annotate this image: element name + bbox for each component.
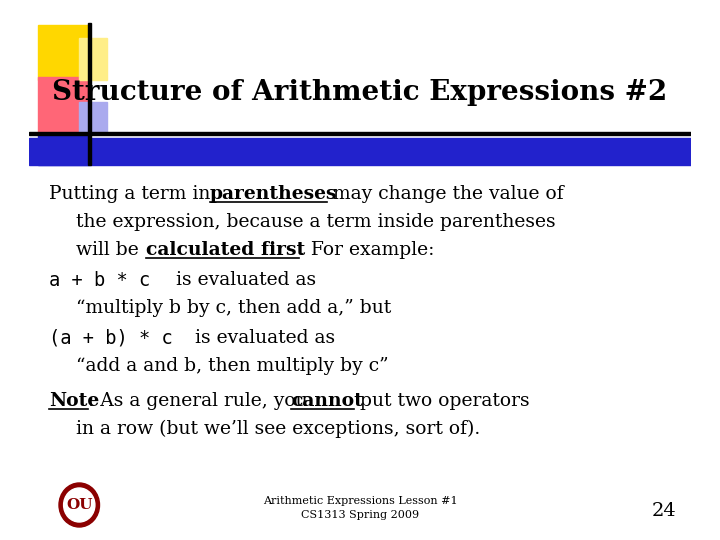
Text: . For example:: . For example: xyxy=(300,241,435,259)
Text: Arithmetic Expressions Lesson #1
CS1313 Spring 2009: Arithmetic Expressions Lesson #1 CS1313 … xyxy=(263,496,457,520)
Text: Structure of Arithmetic Expressions #2: Structure of Arithmetic Expressions #2 xyxy=(53,78,667,105)
Text: in a row (but we’ll see exceptions, sort of).: in a row (but we’ll see exceptions, sort… xyxy=(76,420,481,438)
Bar xyxy=(79,38,107,80)
Circle shape xyxy=(63,488,95,522)
Text: is evaluated as: is evaluated as xyxy=(189,329,335,347)
Text: a + b * c: a + b * c xyxy=(49,271,150,290)
Text: “multiply b by c, then add a,” but: “multiply b by c, then add a,” but xyxy=(76,299,392,317)
Text: will be: will be xyxy=(76,241,145,259)
Text: may change the value of: may change the value of xyxy=(327,185,564,203)
Bar xyxy=(29,138,691,165)
Circle shape xyxy=(59,483,99,527)
Bar xyxy=(38,25,89,80)
Text: the expression, because a term inside parentheses: the expression, because a term inside pa… xyxy=(76,213,556,231)
Bar xyxy=(89,23,91,165)
Text: Note: Note xyxy=(49,392,99,410)
Text: is evaluated as: is evaluated as xyxy=(171,271,317,289)
Text: : As a general rule, you: : As a general rule, you xyxy=(88,392,313,410)
Text: Putting a term in: Putting a term in xyxy=(49,185,216,203)
Bar xyxy=(38,135,89,165)
Bar xyxy=(38,77,89,132)
Text: 24: 24 xyxy=(652,502,676,520)
Text: cannot: cannot xyxy=(291,392,363,410)
Bar xyxy=(29,132,691,135)
Text: calculated first: calculated first xyxy=(145,241,305,259)
Text: parentheses: parentheses xyxy=(210,185,338,203)
Text: put two operators: put two operators xyxy=(354,392,530,410)
Text: (a + b) * c: (a + b) * c xyxy=(49,329,173,348)
Text: “add a and b, then multiply by c”: “add a and b, then multiply by c” xyxy=(76,357,389,375)
Text: OU: OU xyxy=(66,498,92,512)
Bar xyxy=(79,102,107,132)
